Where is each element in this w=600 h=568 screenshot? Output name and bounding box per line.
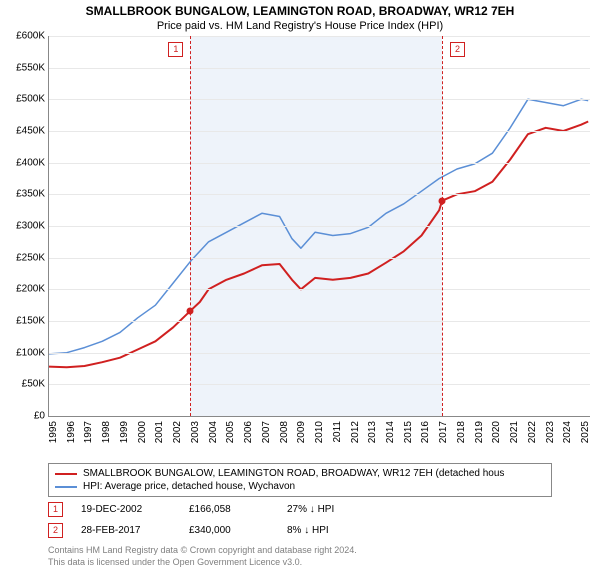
- x-axis-labels: 1995 1996 1997 1998 1999 2000 2001 2002 2003 2004…: [48, 417, 590, 459]
- sale-date: 19-DEC-2002: [81, 504, 171, 515]
- x-tick-label: 1997: [83, 421, 94, 443]
- x-tick-label: 2005: [225, 421, 236, 443]
- sale-price: £340,000: [189, 525, 269, 536]
- y-tick-label: £500K: [16, 94, 45, 105]
- sale-marker-dot: [439, 197, 446, 204]
- y-tick-label: £100K: [16, 347, 45, 358]
- sale-row-marker: 1: [48, 502, 63, 517]
- x-tick-label: 2018: [456, 421, 467, 443]
- y-tick-label: £250K: [16, 252, 45, 263]
- x-tick-label: 2012: [350, 421, 361, 443]
- x-tick-label: 2015: [403, 421, 414, 443]
- sale-row-marker: 2: [48, 523, 63, 538]
- sale-marker-line: [442, 36, 443, 416]
- x-tick-label: 2011: [332, 421, 343, 443]
- legend-swatch-property: [55, 473, 77, 475]
- sale-price: £166,058: [189, 504, 269, 515]
- x-tick-label: 2016: [420, 421, 431, 443]
- sales-table: 1 19-DEC-2002 £166,058 27% ↓ HPI 2 28-FEB-201…: [48, 499, 552, 541]
- sale-row: 1 19-DEC-2002 £166,058 27% ↓ HPI: [48, 499, 552, 520]
- footer-line-2: This data is licensed under the Open Gov…: [48, 557, 552, 568]
- x-tick-label: 2023: [545, 421, 556, 443]
- x-tick-label: 2003: [190, 421, 201, 443]
- x-tick-label: 1998: [101, 421, 112, 443]
- x-tick-label: 2009: [296, 421, 307, 443]
- x-tick-label: 2013: [367, 421, 378, 443]
- chart-container: SMALLBROOK BUNGALOW, LEAMINGTON ROAD, BR…: [0, 0, 600, 560]
- x-tick-label: 2007: [261, 421, 272, 443]
- y-tick-label: £200K: [16, 284, 45, 295]
- sale-marker-box: 1: [168, 42, 183, 57]
- y-tick-label: £600K: [16, 31, 45, 42]
- x-tick-label: 2000: [137, 421, 148, 443]
- x-tick-label: 2006: [243, 421, 254, 443]
- x-tick-label: 2017: [438, 421, 449, 443]
- legend-item-property: SMALLBROOK BUNGALOW, LEAMINGTON ROAD, BR…: [55, 467, 545, 480]
- sale-marker-line: [190, 36, 191, 416]
- x-tick-label: 2021: [509, 421, 520, 443]
- x-tick-label: 2020: [491, 421, 502, 443]
- legend-label-property: SMALLBROOK BUNGALOW, LEAMINGTON ROAD, BR…: [83, 468, 504, 479]
- y-tick-label: £400K: [16, 157, 45, 168]
- x-tick-label: 2002: [172, 421, 183, 443]
- x-tick-label: 2022: [527, 421, 538, 443]
- y-tick-label: £150K: [16, 316, 45, 327]
- x-tick-label: 1996: [66, 421, 77, 443]
- y-tick-label: £350K: [16, 189, 45, 200]
- x-tick-label: 2004: [208, 421, 219, 443]
- y-tick-label: £0: [34, 411, 45, 422]
- legend-label-hpi: HPI: Average price, detached house, Wych…: [83, 481, 295, 492]
- x-tick-label: 2019: [474, 421, 485, 443]
- x-tick-label: 2010: [314, 421, 325, 443]
- plot-area: £0£50K£100K£150K£200K£250K£300K£350K£400…: [48, 36, 590, 417]
- x-tick-label: 2024: [562, 421, 573, 443]
- x-tick-label: 2014: [385, 421, 396, 443]
- sale-marker-dot: [187, 307, 194, 314]
- x-tick-label: 2001: [154, 421, 165, 443]
- y-tick-label: £550K: [16, 62, 45, 73]
- x-tick-label: 2008: [279, 421, 290, 443]
- sale-row: 2 28-FEB-2017 £340,000 8% ↓ HPI: [48, 520, 552, 541]
- footer-line-1: Contains HM Land Registry data © Crown c…: [48, 545, 552, 557]
- chart-subtitle: Price paid vs. HM Land Registry's House …: [0, 18, 600, 36]
- x-tick-label: 1995: [48, 421, 59, 443]
- legend: SMALLBROOK BUNGALOW, LEAMINGTON ROAD, BR…: [48, 463, 552, 497]
- legend-swatch-hpi: [55, 486, 77, 488]
- sale-delta: 27% ↓ HPI: [287, 504, 334, 515]
- sale-delta: 8% ↓ HPI: [287, 525, 329, 536]
- y-tick-label: £50K: [22, 379, 45, 390]
- x-tick-label: 1999: [119, 421, 130, 443]
- y-tick-label: £300K: [16, 221, 45, 232]
- chart-title: SMALLBROOK BUNGALOW, LEAMINGTON ROAD, BR…: [0, 0, 600, 18]
- attribution-footer: Contains HM Land Registry data © Crown c…: [48, 545, 552, 568]
- sale-date: 28-FEB-2017: [81, 525, 171, 536]
- x-tick-label: 2025: [580, 421, 591, 443]
- sale-marker-box: 2: [450, 42, 465, 57]
- y-tick-label: £450K: [16, 126, 45, 137]
- legend-item-hpi: HPI: Average price, detached house, Wych…: [55, 480, 545, 493]
